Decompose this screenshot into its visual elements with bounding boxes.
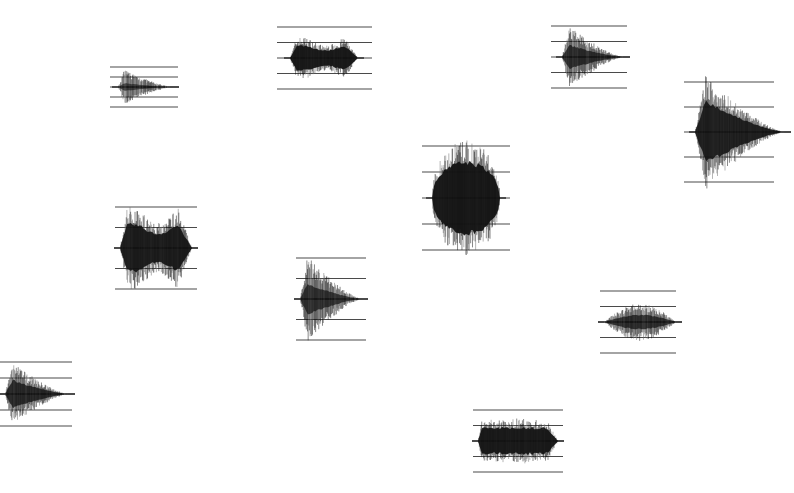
waveform-w2: [110, 66, 179, 108]
waveform-core: [290, 45, 358, 71]
waveform-w10: [472, 409, 564, 473]
waveform-core: [120, 223, 192, 273]
waveform-w5: [551, 25, 630, 89]
waveform-w7: [684, 76, 791, 189]
waveform-w4: [0, 361, 75, 427]
waveform-w6: [422, 140, 510, 255]
waveform-core: [478, 426, 558, 456]
waveform-core: [5, 379, 69, 409]
waveform-w8: [598, 290, 682, 354]
waveform-core: [695, 100, 785, 162]
waveform-core: [562, 44, 624, 69]
waveform-core: [300, 284, 362, 315]
waveform-core: [432, 160, 500, 236]
waveform-w3: [114, 206, 198, 290]
waveform-w1: [277, 26, 372, 90]
waveform-w9: [294, 257, 368, 341]
waveform-core: [118, 83, 173, 91]
waveform-core: [604, 314, 676, 330]
